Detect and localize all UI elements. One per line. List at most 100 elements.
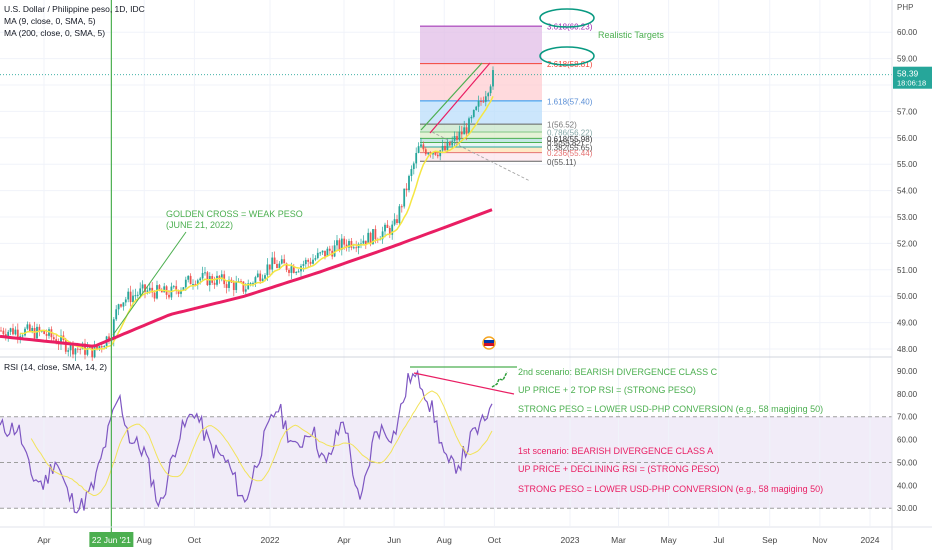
- candle-body: [98, 346, 101, 349]
- candle-body: [86, 347, 89, 355]
- candle-body: [72, 343, 74, 355]
- candle-body: [14, 329, 17, 335]
- fib-level-label: 1(56.52): [547, 121, 577, 130]
- candle-body: [312, 259, 314, 264]
- price-candles: [0, 66, 494, 361]
- candle-body: [67, 350, 70, 352]
- candle-body: [314, 258, 317, 260]
- candle-body: [74, 348, 77, 355]
- candle-body: [151, 287, 154, 293]
- candle-body: [148, 287, 151, 291]
- candle-body: [124, 299, 127, 303]
- rsi-tick: 40.00: [897, 481, 918, 490]
- candle-body: [415, 152, 418, 164]
- scenario1-effect: STRONG PESO = LOWER USD-PHP CONVERSION (…: [518, 484, 823, 494]
- candle-body: [477, 101, 480, 107]
- candle-body: [79, 348, 82, 350]
- candle-body: [456, 136, 458, 140]
- scenario2-effect: STRONG PESO = LOWER USD-PHP CONVERSION (…: [518, 404, 823, 414]
- candle-body: [276, 263, 278, 269]
- candle-body: [290, 266, 293, 273]
- candle-body: [482, 101, 485, 103]
- candle-body: [412, 163, 415, 170]
- candle-body: [9, 328, 12, 332]
- candle-body: [64, 339, 67, 352]
- candle-body: [182, 287, 185, 290]
- candle-body: [333, 245, 336, 257]
- candle-body: [21, 335, 24, 337]
- candle-body: [153, 292, 156, 299]
- price-tick: 60.00: [897, 28, 918, 37]
- candle-body: [261, 278, 264, 281]
- time-label: Aug: [437, 535, 452, 545]
- candle-body: [451, 140, 454, 146]
- candle-body: [266, 264, 269, 276]
- time-label: Mar: [611, 535, 626, 545]
- price-tick: 48.00: [897, 345, 918, 354]
- candle-body: [4, 334, 7, 337]
- candle-body: [196, 280, 199, 285]
- candle-body: [403, 188, 406, 207]
- candle-body: [206, 272, 209, 286]
- candle-body: [487, 93, 490, 97]
- candle-body: [256, 273, 259, 278]
- candle-body: [343, 238, 346, 245]
- time-label: Sep: [762, 535, 777, 545]
- scenario2-rule: UP PRICE + 2 TOP RSI = (STRONG PESO): [518, 385, 696, 395]
- candle-body: [69, 343, 72, 351]
- fib-level-label: 0.5(55.82): [547, 139, 584, 148]
- time-label: 2024: [861, 535, 880, 545]
- candle-body: [422, 144, 425, 150]
- candle-body: [484, 96, 487, 102]
- fib-zone: [420, 26, 542, 64]
- golden-cross-text: GOLDEN CROSS = WEAK PESO: [166, 209, 303, 219]
- scenario1-title: 1st scenario: BEARISH DIVERGENCE CLASS A: [518, 446, 713, 456]
- fib-zone: [420, 100, 542, 125]
- candle-body: [201, 272, 204, 279]
- drawings: GOLDEN CROSS = WEAK PESO(JUNE 21, 2022) R…: [110, 0, 823, 540]
- candle-body: [2, 330, 5, 335]
- price-tick: 56.00: [897, 134, 918, 143]
- ma200-legend: MA (200, close, 0, SMA, 5): [4, 28, 105, 38]
- candle-body: [400, 206, 403, 208]
- golden-cross-pointer: [112, 231, 187, 336]
- candle-body: [38, 326, 41, 332]
- candle-body: [273, 257, 276, 264]
- chart-title: U.S. Dollar / Philippine peso, 1D, IDC: [4, 4, 145, 14]
- fib-level-label: 0.786(56.22): [547, 128, 593, 137]
- candle-body: [302, 264, 305, 266]
- candle-body: [350, 241, 353, 248]
- candle-body: [31, 327, 34, 332]
- price-tick: 51.00: [897, 266, 918, 275]
- candle-body: [199, 278, 202, 281]
- fib-zone: [420, 138, 542, 143]
- candle-body: [232, 282, 235, 291]
- candle-body: [364, 240, 367, 245]
- candle-body: [280, 259, 283, 264]
- rsi-legend: RSI (14, close, SMA, 14, 2): [4, 362, 107, 372]
- candle-body: [432, 152, 434, 155]
- time-label: Oct: [488, 535, 502, 545]
- candle-body: [283, 259, 286, 264]
- candle-body: [278, 263, 281, 269]
- candle-body: [475, 106, 478, 110]
- candle-body: [160, 289, 163, 293]
- rsi-tick: 70.00: [897, 413, 918, 422]
- golden-cross-date-text: (JUNE 21, 2022): [166, 220, 233, 230]
- candle-body: [244, 289, 247, 292]
- candle-body: [444, 145, 446, 151]
- candle-body: [156, 285, 158, 299]
- ma9-legend: MA (9, close, 0, SMA, 5): [4, 16, 96, 26]
- candle-body: [259, 273, 262, 281]
- candle-body: [120, 304, 122, 307]
- rsi-tick: 90.00: [897, 367, 918, 376]
- candle-body: [352, 247, 355, 249]
- candle-body: [336, 240, 338, 246]
- time-label: 22 Jun '21: [92, 535, 131, 545]
- candle-body: [117, 304, 120, 310]
- fib-level-label: 1.618(57.40): [547, 97, 593, 106]
- ma200-line: [0, 208, 493, 348]
- fib-level-label: 0.618(55.98): [547, 135, 593, 144]
- price-tick: 49.00: [897, 319, 918, 328]
